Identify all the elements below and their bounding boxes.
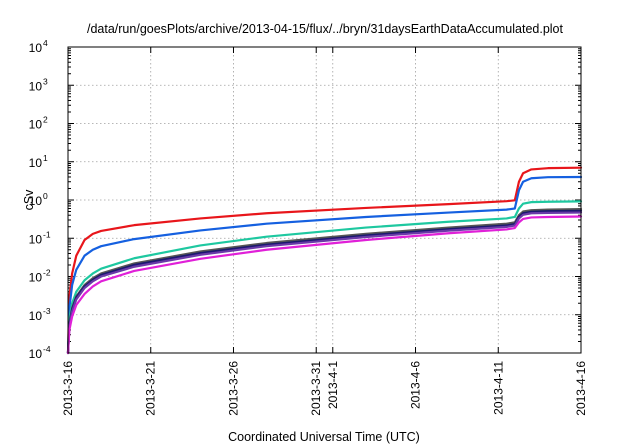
y-tick-label-base: 10	[29, 347, 43, 361]
x-axis-title: Coordinated Universal Time (UTC)	[228, 430, 420, 444]
series-lines	[66, 166, 583, 355]
y-tick-label-base: 10	[29, 156, 43, 170]
y-tick-label-base: 10	[29, 232, 43, 246]
x-tick-label: 2013-4-16	[574, 361, 588, 416]
y-tick-label-exponent: -4	[43, 344, 51, 354]
y-tick-label-base: 10	[29, 309, 43, 323]
y-axis-title: cSv	[22, 189, 36, 211]
y-tick-label-exponent: 0	[43, 191, 48, 201]
x-tick-label: 2013-3-16	[61, 361, 75, 416]
series-line-7	[66, 215, 583, 355]
y-tick-label-base: 10	[29, 118, 43, 132]
y-tick-label-base: 10	[29, 271, 43, 285]
y-tick-label-base: 10	[29, 41, 43, 55]
y-tick-label-exponent: -1	[43, 229, 51, 239]
y-tick-label-base: 10	[29, 194, 43, 208]
x-tick-label: 2013-3-21	[144, 361, 158, 416]
y-tick-label-exponent: 3	[43, 76, 48, 86]
y-tick-label-exponent: -2	[43, 268, 51, 278]
plot-frame	[67, 46, 582, 354]
grid-lines	[67, 46, 582, 354]
y-tick-label-exponent: -3	[43, 306, 51, 316]
series-line-1	[66, 166, 583, 355]
y-tick-label-exponent: 1	[43, 153, 48, 163]
y-tick-label-base: 10	[29, 79, 43, 93]
x-tick-label: 2013-3-26	[226, 361, 240, 416]
x-tick-label: 2013-4-1	[326, 361, 340, 409]
x-tick-labels: 2013-3-16 2013-3-21 2013-3-26 2013-3-31 2013…	[61, 361, 588, 416]
x-tick-label: 2013-4-6	[409, 361, 423, 409]
series-line-2	[66, 175, 583, 355]
chart-title: /data/run/goesPlots/archive/2013-04-15/f…	[87, 22, 563, 36]
x-tick-label: 2013-4-11	[491, 361, 505, 415]
y-tick-label-exponent: 4	[43, 38, 48, 48]
series-line-3	[66, 200, 583, 355]
y-tick-label-exponent: 2	[43, 115, 48, 125]
series-line-6	[66, 211, 583, 355]
x-tick-label: 2013-3-31	[309, 361, 323, 416]
